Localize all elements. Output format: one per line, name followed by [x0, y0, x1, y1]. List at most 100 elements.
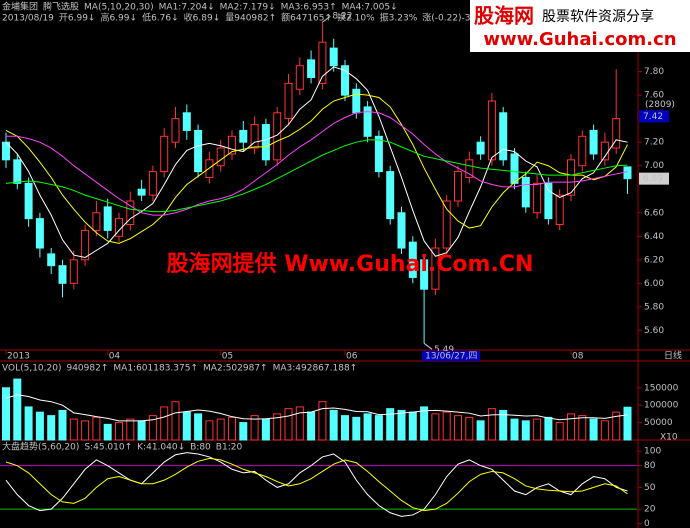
volume-bar: [408, 411, 417, 441]
header-item: MA1:7.204↓: [159, 3, 215, 13]
candle-body: [171, 118, 180, 143]
volume-bar: [341, 415, 349, 441]
header-item: 高6.99↓: [100, 12, 137, 24]
candle-body: [35, 218, 44, 249]
cursor-price: 7.42: [643, 112, 663, 122]
candle-body: [487, 100, 496, 161]
header-item: 腾飞选股: [43, 1, 79, 13]
x-tick-label: 05: [222, 352, 233, 362]
candle-body: [544, 182, 553, 220]
candle-body: [13, 159, 22, 184]
volume-bar: [58, 409, 67, 441]
y-tick-label: 7.60: [644, 91, 664, 101]
volume-bar: [261, 418, 270, 441]
candle-body: [533, 182, 542, 214]
candle-body: [386, 171, 395, 220]
candle-body: [431, 247, 440, 290]
candle-body: [420, 259, 429, 290]
ma-line: [6, 111, 628, 216]
candle-body: [69, 259, 78, 284]
candle-body: [160, 135, 169, 173]
header-item: 开6.99↓: [59, 13, 96, 24]
volume-bar: [374, 415, 383, 441]
candle-body: [58, 265, 67, 284]
volume-bar: [171, 401, 180, 441]
volume-bar: [295, 406, 304, 441]
candle-body: [510, 153, 519, 184]
candle-body: [318, 41, 327, 84]
indicator-line: [5, 457, 628, 512]
y-tick-label: 100000: [644, 401, 679, 411]
logo-box: [470, 0, 690, 52]
volume-bar: [420, 406, 429, 441]
cursor-date-box: [422, 351, 481, 361]
cursor-price-box: [639, 110, 669, 123]
volume-bar: [589, 418, 598, 441]
candle-body: [454, 171, 462, 202]
candle-body: [194, 129, 203, 173]
annotation-line: [322, 15, 331, 23]
x-tick-label: 06: [346, 352, 358, 362]
volume-bar: [35, 411, 44, 441]
header-item: 额647165↑: [281, 12, 332, 24]
volume-bar: [521, 420, 530, 441]
header-item: 换2.10%: [337, 12, 375, 24]
volume-bar: [148, 415, 157, 441]
header-item: MA(5,10,20,30): [84, 3, 154, 13]
volume-bar: [600, 420, 609, 441]
volume-bar: [228, 416, 236, 441]
logo-url: www.Guhai.com.cn: [483, 29, 676, 50]
volume-bar: [13, 378, 22, 441]
header-item: K:41.040↓: [137, 443, 185, 453]
slogan: 股票软件资源分享: [542, 8, 654, 25]
volume-bar: [194, 413, 203, 441]
header-item: 振3.23%: [380, 12, 418, 24]
header-item: 940982↑: [66, 364, 108, 374]
candle-body: [295, 65, 304, 90]
unit-label: X10: [660, 433, 678, 443]
y-tick-label: 5.60: [644, 326, 664, 336]
header-item: 量940982↑: [225, 13, 276, 24]
header-item: MA2:7.179↓: [220, 3, 276, 13]
candle-body: [216, 147, 225, 167]
volume-bar: [612, 411, 621, 441]
candle-body: [567, 159, 575, 196]
y-tick-label: 6.00: [644, 279, 664, 289]
header-item: S:45.010↑: [84, 443, 132, 453]
annotation-line: [423, 342, 433, 350]
volume-bar: [103, 423, 112, 441]
header-item: 收6.89↓: [184, 12, 221, 24]
x-tick-label: 08: [572, 352, 584, 362]
volume-bar: [216, 418, 225, 441]
volume-bar: [397, 409, 406, 441]
y-tick-label: 7.80: [644, 67, 664, 77]
header-item: 2013/08/19: [2, 14, 54, 24]
candle-body: [307, 59, 316, 79]
volume-bar: [160, 406, 169, 441]
header-item: 涨(-0.22)-3.09%: [422, 13, 494, 24]
volume-bar: [92, 416, 101, 441]
volume-bar: [487, 408, 496, 441]
high-label: 8.22: [332, 12, 352, 22]
y-tick-label: 100: [644, 447, 661, 457]
volume-bar: [544, 416, 553, 441]
cursor-code: (2809): [645, 100, 675, 110]
candle-body: [408, 241, 417, 278]
candle-body: [329, 47, 338, 67]
volume-bar: [137, 420, 146, 441]
candle-body: [397, 212, 406, 249]
header-item: 大盘趋势(5,60,20): [2, 441, 79, 453]
y-tick-label: 80: [644, 461, 656, 471]
candle-body: [341, 65, 349, 96]
last-price: 6.89: [643, 174, 663, 184]
header-item: MA4:7.005↓: [342, 3, 398, 13]
y-tick-label: 6.20: [644, 255, 664, 265]
volume-bar: [567, 413, 575, 441]
volume-bar: [386, 408, 395, 441]
candle-body: [126, 200, 135, 226]
x-tick-label: 04: [109, 352, 121, 362]
header-item: VOL(5,10,20): [2, 364, 61, 374]
volume-bar: [510, 418, 519, 441]
